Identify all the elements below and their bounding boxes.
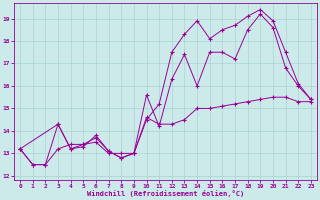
X-axis label: Windchill (Refroidissement éolien,°C): Windchill (Refroidissement éolien,°C) <box>87 190 244 197</box>
